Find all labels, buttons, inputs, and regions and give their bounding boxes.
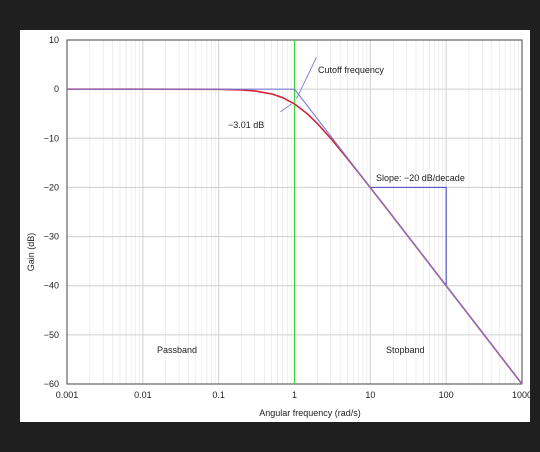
bode-plot-chart: 0.001 0.01 0.1 1 10 100 1000 100−10−20−30−40−5… (26, 35, 530, 418)
cutoff-leader (296, 57, 317, 100)
y-tick-label: −20 (44, 182, 59, 192)
y-tick-label: 0 (54, 84, 59, 94)
x-tick-label: 0.001 (56, 390, 79, 400)
y-tick-label: −40 (44, 281, 59, 291)
y-tick-label: −30 (44, 232, 59, 242)
x-tick-label: 10 (365, 390, 375, 400)
y-tick-label: −50 (44, 330, 59, 340)
y-tick-label: −60 (44, 379, 59, 389)
x-tick-label: 1000 (512, 390, 530, 400)
chart-frame: 0.001 0.01 0.1 1 10 100 1000 10 0 −10 −20 −30 −40 −5… (20, 30, 530, 422)
minus3db-leader (280, 103, 292, 113)
y-tick-labels: 10 0 −10 −20 −30 −40 −50 −60 (44, 35, 59, 389)
y-tick-label: −10 (44, 133, 59, 143)
grid (66, 39, 523, 385)
x-tick-label: 0.01 (134, 390, 152, 400)
x-tick-label: 0.1 (212, 390, 225, 400)
passband-label: Passband (157, 345, 197, 355)
minus3db-label: −3.01 dB (228, 120, 264, 130)
x-tick-label: 1 (292, 390, 297, 400)
slope-marker (370, 186, 447, 286)
y-tick-label: 10 (49, 35, 59, 45)
y-axis-label: Gain (dB) (26, 233, 36, 272)
annotations: Cutoff frequency −3.01 dB Slope: −20 dB/… (157, 65, 465, 355)
x-axis-label: Angular frequency (rad/s) (259, 408, 361, 418)
x-tick-label: 100 (439, 390, 454, 400)
slope-label: Slope: −20 dB/decade (376, 173, 465, 183)
cutoff-label: Cutoff frequency (318, 65, 384, 75)
x-tick-labels: 0.001 0.01 0.1 1 10 100 1000 (56, 390, 530, 400)
series-group (67, 40, 523, 385)
asymptote-line (67, 88, 523, 385)
stopband-label: Stopband (386, 345, 425, 355)
